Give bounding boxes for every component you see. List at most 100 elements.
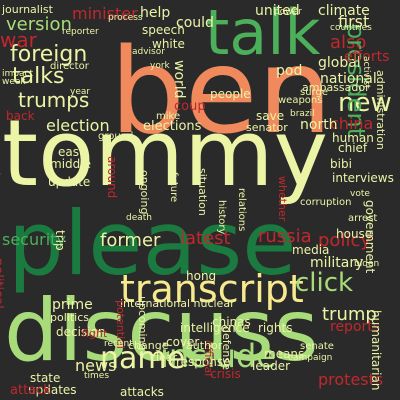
word-impact: impact — [2, 69, 33, 79]
word-trip: trip — [53, 230, 67, 251]
word-new: new — [338, 88, 392, 118]
word-human: human — [332, 131, 374, 145]
word-political: political — [0, 258, 5, 309]
word-transcript: transcript — [120, 267, 304, 311]
word-talk: talk — [205, 0, 321, 69]
word-talks: talks — [12, 64, 65, 89]
word-foreign: foreign — [10, 42, 88, 67]
word-relations: relations — [236, 188, 247, 232]
word-recent: recent — [104, 339, 133, 349]
word-administration: administration — [374, 70, 387, 150]
word-back: back — [6, 109, 35, 123]
word-national: national — [320, 71, 377, 87]
word-fight: fight — [82, 327, 108, 340]
word-decision: decision — [56, 325, 106, 339]
word-whether: whether — [276, 176, 289, 222]
word-surge: surge — [300, 87, 328, 98]
word-corruption: corruption — [300, 197, 352, 208]
word-news: news — [75, 356, 117, 375]
word-speech: speech — [142, 23, 185, 37]
word-arrest: arrest — [348, 213, 378, 224]
word-countries: countries — [330, 23, 372, 33]
word-first: first — [338, 12, 370, 31]
word-elections: elections — [143, 119, 202, 134]
word-updates: updates — [28, 383, 77, 397]
word-reports: reports — [330, 319, 381, 335]
word-middle: middle — [50, 157, 91, 171]
word-reporter: reporter — [62, 27, 99, 37]
word-ground: ground — [98, 131, 134, 142]
word-chinas: chinas — [212, 315, 251, 329]
word-trump: trump — [322, 304, 377, 325]
word-ben: ben — [110, 22, 333, 160]
word-could: could — [176, 15, 214, 31]
word-secretary: secretary — [0, 140, 3, 197]
word-international-nuclear: international nuclear — [120, 297, 235, 310]
word-global: global — [318, 55, 361, 71]
word-history: history — [216, 200, 227, 235]
word-united: united — [255, 3, 300, 19]
word-vote: vote — [350, 189, 370, 199]
word-activist: activist — [361, 56, 371, 89]
word-rights: rights — [258, 321, 293, 335]
word-protests: protests — [318, 370, 384, 389]
word-media: media — [292, 243, 330, 257]
word-prime: prime — [52, 297, 93, 313]
word-election: election — [46, 116, 110, 135]
word-policy: policy — [318, 230, 371, 251]
word-russia: russia — [258, 226, 312, 247]
word-advisor: advisor — [132, 47, 165, 57]
word-leader: leader — [252, 359, 291, 373]
word-year: year — [70, 87, 91, 97]
word-clear: clear — [150, 351, 178, 364]
word-week: week — [2, 77, 26, 87]
word-means: means — [264, 347, 305, 361]
word-state: state — [30, 371, 61, 385]
word-process: process — [108, 13, 143, 23]
word-attacks: attacks — [120, 385, 164, 399]
word-director: director — [50, 61, 89, 72]
word-chief: chief — [338, 141, 368, 155]
word-please: please — [8, 192, 297, 295]
word-minister: minister — [72, 4, 138, 23]
word-politics: politics — [50, 311, 89, 324]
word-save: save — [256, 109, 285, 123]
word-interviews: interviews — [332, 171, 394, 185]
word-power: power — [274, 7, 302, 17]
word-senator: senator — [246, 121, 288, 134]
word-defense: defense — [220, 326, 233, 370]
word-white: white — [152, 37, 185, 51]
word-name: name — [100, 341, 186, 376]
word-hong: hong — [186, 269, 217, 283]
word-click: click — [295, 268, 354, 298]
word-ongoing: ongoing — [138, 170, 151, 215]
word-response: response — [176, 355, 231, 369]
word-house: house — [336, 227, 373, 241]
word-tommy: tommy — [2, 100, 329, 207]
word-china: china — [330, 114, 374, 133]
word-ambassador: ambassador — [302, 81, 370, 94]
word-update: update — [48, 175, 91, 189]
word-east: east — [58, 145, 84, 159]
word-senate: senate — [300, 341, 334, 352]
word-climate: climate — [318, 3, 370, 19]
word-bibi: bibi — [330, 157, 352, 171]
word-former: former — [100, 230, 161, 251]
word-include: include — [160, 337, 276, 375]
word-efforts: efforts — [344, 49, 390, 65]
word-crisis: crisis — [210, 367, 241, 381]
word-trumps: trumps — [18, 88, 90, 112]
word-biden: biden — [354, 259, 380, 269]
word-york: york — [150, 61, 170, 71]
word-coup: coup — [174, 99, 206, 114]
word-intelligence: intelligence — [180, 321, 250, 335]
word-north: north — [300, 117, 338, 133]
word-journalist: journalist — [2, 3, 53, 16]
word-humanitarian: humanitarian — [369, 310, 383, 391]
word-cover: cover — [166, 335, 200, 349]
word-author: author — [186, 339, 223, 352]
word-future: future — [168, 172, 179, 203]
word-upcoming: upcoming — [136, 296, 149, 351]
word-version: version — [6, 14, 72, 35]
